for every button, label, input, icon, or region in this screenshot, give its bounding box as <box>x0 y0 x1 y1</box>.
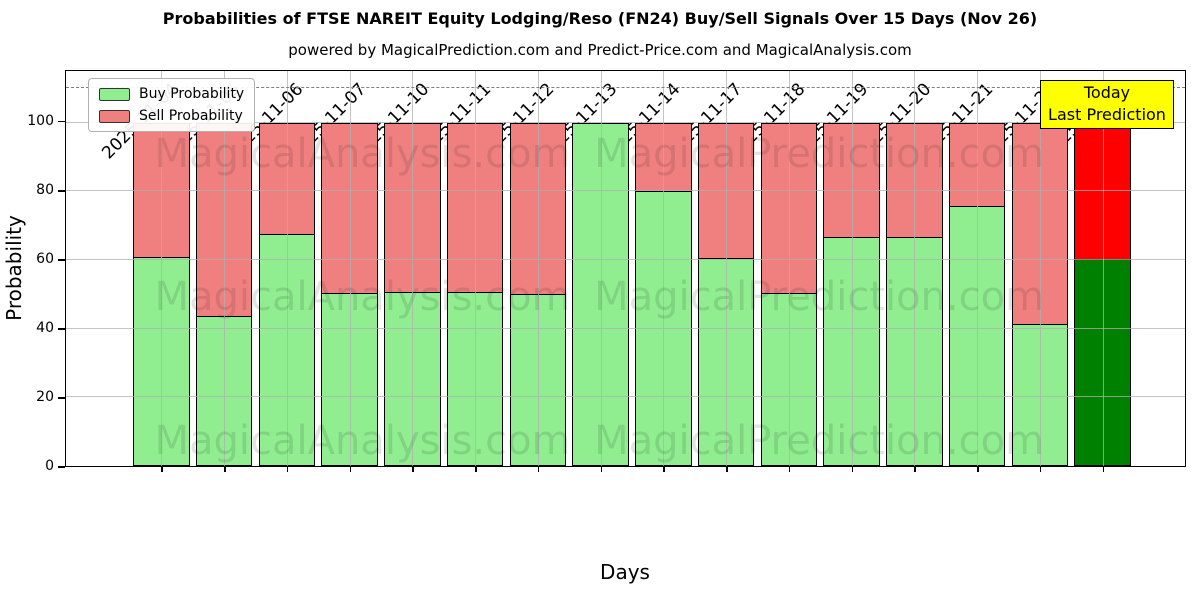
h-gridline <box>66 396 1185 398</box>
y-tick-label: 60 <box>36 250 54 267</box>
x-tick-mark <box>726 467 728 472</box>
v-gridline <box>726 71 728 466</box>
y-tick-label: 0 <box>45 458 54 474</box>
y-tick-label: 40 <box>36 319 54 336</box>
bar-slot: 2025-11-05 <box>161 71 256 472</box>
x-tick-mark <box>977 467 979 472</box>
x-tick-mark <box>1102 467 1105 472</box>
y-tick-mark <box>58 121 65 123</box>
legend: Buy Probability Sell Probability <box>88 78 256 132</box>
v-gridline <box>286 71 288 466</box>
bar-slot: 2025-11-24 <box>976 71 1072 472</box>
today-annotation: Today Last Prediction <box>1040 80 1174 129</box>
legend-item: Sell Probability <box>99 108 244 124</box>
bar-slot: 2025-11-04 <box>98 71 193 472</box>
bar-slot: 2025-11-21 <box>914 71 1009 472</box>
x-tick-mark <box>286 467 289 472</box>
h-gridline <box>66 121 1185 123</box>
y-tick-label: 80 <box>36 181 54 198</box>
v-gridline <box>914 71 916 466</box>
v-gridline <box>224 71 226 466</box>
bar-slot: 2025-11-13 <box>537 71 632 472</box>
x-tick-mark <box>537 467 540 472</box>
x-tick-mark <box>1039 467 1042 472</box>
x-tick-mark <box>663 467 665 472</box>
bars-area: 2025-11-042025-11-052025-11-062025-11-07… <box>98 71 1134 472</box>
chart-subtitle: powered by MagicalPrediction.com and Pre… <box>288 41 912 59</box>
legend-swatch <box>99 87 130 101</box>
legend-item: Buy Probability <box>99 86 244 102</box>
bar-slot: 2025-11-07 <box>286 71 381 472</box>
v-gridline <box>412 71 414 466</box>
legend-label: Sell Probability <box>139 108 243 124</box>
x-tick-mark <box>224 467 226 472</box>
y-tick-mark <box>58 190 65 192</box>
v-gridline <box>600 71 602 466</box>
threshold-dashed-line <box>66 87 1185 89</box>
h-gridline <box>66 327 1185 329</box>
legend-swatch <box>99 109 130 123</box>
v-gridline <box>161 71 163 466</box>
bar-slot: 2025-11-06 <box>223 71 319 472</box>
x-tick-mark <box>349 467 352 472</box>
v-gridline <box>1102 71 1104 466</box>
bar-slot: 2025-11-18 <box>725 71 821 472</box>
x-tick-mark <box>412 467 414 472</box>
y-tick-label: 100 <box>27 112 54 129</box>
v-gridline <box>977 71 979 466</box>
h-gridline <box>66 190 1185 192</box>
x-tick-mark <box>914 467 916 472</box>
h-gridline <box>66 258 1185 260</box>
chart-title: Probabilities of FTSE NAREIT Equity Lodg… <box>162 9 1038 28</box>
bar-slot: 2025-11-19 <box>788 71 883 472</box>
bar-slot: 2025-11-14 <box>600 71 695 472</box>
x-tick-mark <box>475 467 477 472</box>
bar-slot: 2025-11-17 <box>663 71 758 472</box>
y-tick-mark <box>58 466 65 468</box>
x-tick-mark <box>600 467 603 472</box>
bar-slot: 2025-11-12 <box>474 71 570 472</box>
v-gridline <box>475 71 477 466</box>
legend-label: Buy Probability <box>139 86 245 102</box>
v-gridline <box>537 71 539 466</box>
y-tick-mark <box>58 259 65 261</box>
v-gridline <box>1039 71 1041 466</box>
bar-slot: 2025-11-11 <box>412 71 507 472</box>
y-tick-mark <box>58 397 65 399</box>
bar-slot: 2025-11-10 <box>349 71 444 472</box>
today-annotation-line1: Today <box>1083 83 1131 102</box>
today-annotation-line2: Last Prediction <box>1048 105 1166 125</box>
v-gridline <box>349 71 351 466</box>
v-gridline <box>851 71 853 466</box>
v-gridline <box>663 71 665 466</box>
y-axis-label: Probability <box>2 215 26 321</box>
y-tick-mark <box>58 328 65 330</box>
x-tick-mark <box>788 467 791 472</box>
x-axis-label: Days <box>600 560 650 584</box>
bar-slot: 2025-11-20 <box>851 71 946 472</box>
plot-area: 2025-11-042025-11-052025-11-062025-11-07… <box>65 70 1186 472</box>
v-gridline <box>788 71 790 466</box>
x-tick-mark <box>161 467 163 472</box>
bar-slot: 2025-11-25 <box>1039 71 1134 472</box>
y-tick-label: 20 <box>36 388 54 405</box>
x-tick-mark <box>851 467 854 472</box>
